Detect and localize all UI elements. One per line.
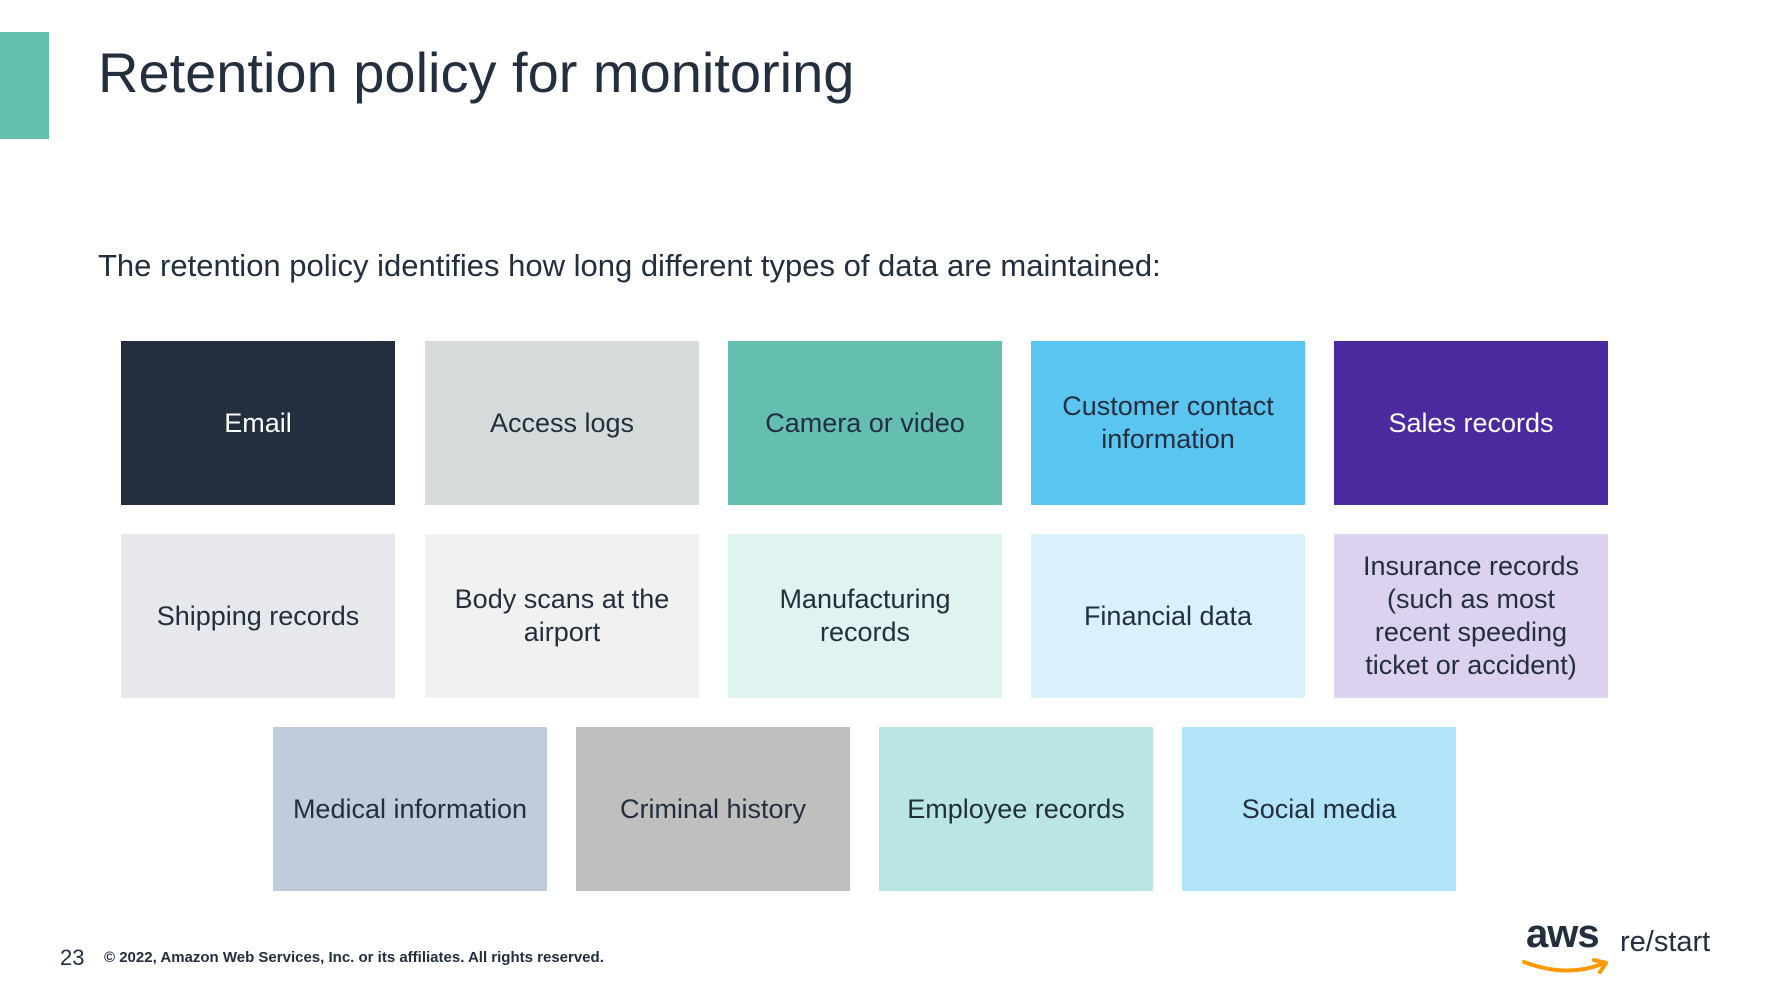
tile-sales-records: Sales records [1334,341,1608,505]
page-title: Retention policy for monitoring [98,41,855,104]
tile-camera-or-video: Camera or video [728,341,1002,505]
aws-smile-icon [1522,958,1608,974]
tile-access-logs: Access logs [425,341,699,505]
tile-manufacturing-records: Manufacturing records [728,534,1002,698]
tile-customer-contact: Customer contact information [1031,341,1305,505]
tile-shipping-records: Shipping records [121,534,395,698]
accent-bar [0,32,49,139]
tile-medical-information: Medical information [273,727,547,891]
tile-social-media: Social media [1182,727,1456,891]
aws-wordmark: aws [1526,912,1600,956]
tile-criminal-history: Criminal history [576,727,850,891]
aws-restart-logo: aws re/start [1520,912,1710,978]
tile-employee-records: Employee records [879,727,1153,891]
restart-wordmark: re/start [1620,926,1711,958]
page-number: 23 [60,945,85,970]
tile-insurance-records: Insurance records (such as most recent s… [1334,534,1608,698]
tile-body-scans: Body scans at the airport [425,534,699,698]
copyright-notice: © 2022, Amazon Web Services, Inc. or its… [104,949,604,966]
subtitle: The retention policy identifies how long… [98,248,1161,283]
tile-email: Email [121,341,395,505]
tile-financial-data: Financial data [1031,534,1305,698]
